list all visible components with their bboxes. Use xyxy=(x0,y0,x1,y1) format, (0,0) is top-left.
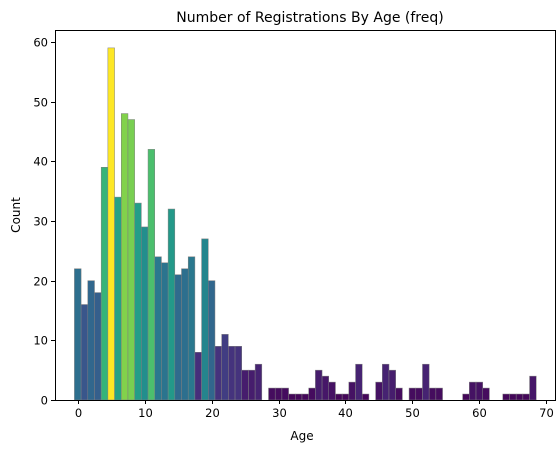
bar-age-26 xyxy=(248,369,256,401)
plot-frame xyxy=(55,30,556,401)
bar-age-61 xyxy=(482,387,490,401)
bar-age-15 xyxy=(174,274,182,401)
bar-age-38 xyxy=(328,381,336,401)
bar-age-53 xyxy=(428,387,437,401)
bar-age-10 xyxy=(141,226,149,401)
bar-age-58 xyxy=(462,393,470,401)
bar-age-21 xyxy=(214,346,222,401)
bar-age-47 xyxy=(388,369,396,401)
bar-age-16 xyxy=(181,268,189,401)
bar-age-60 xyxy=(475,381,483,401)
bar-age-22 xyxy=(221,334,229,401)
x-tick-label: 30 xyxy=(272,406,287,420)
y-tick-label: 60 xyxy=(33,36,48,50)
bar-age-2 xyxy=(87,280,95,401)
bar-age-46 xyxy=(382,363,390,401)
bar-age-31 xyxy=(281,387,289,401)
bar-age-51 xyxy=(415,387,423,401)
bar-age-35 xyxy=(308,387,316,401)
bar-age-68 xyxy=(529,375,537,401)
bar-age-17 xyxy=(187,256,196,401)
bar-age-27 xyxy=(254,363,263,401)
bar-age-52 xyxy=(422,363,430,401)
bar-age-1 xyxy=(80,304,89,401)
y-tick-label: 50 xyxy=(33,96,48,110)
bar-age-30 xyxy=(274,387,283,401)
bar-age-65 xyxy=(509,393,517,401)
bar-age-14 xyxy=(167,208,176,401)
bar-age-66 xyxy=(515,393,524,401)
bar-age-48 xyxy=(395,387,403,401)
bar-age-6 xyxy=(114,196,122,401)
bar-age-33 xyxy=(295,393,303,401)
x-axis: 0 10 20 30 40 50 60 70 xyxy=(75,400,554,420)
bar-age-8 xyxy=(127,119,135,401)
bar-age-32 xyxy=(288,393,296,401)
x-tick-label: 0 xyxy=(75,406,82,420)
bar-age-59 xyxy=(469,381,477,401)
bar-age-39 xyxy=(335,393,343,401)
x-tick-label: 50 xyxy=(405,406,420,420)
x-tick-label: 70 xyxy=(539,406,554,420)
bar-age-37 xyxy=(321,375,330,401)
bar-age-67 xyxy=(522,393,530,401)
bar-age-41 xyxy=(348,381,356,401)
plot-area xyxy=(55,30,556,401)
y-tick-label: 10 xyxy=(33,334,48,348)
bar-age-34 xyxy=(301,393,309,401)
y-tick-label: 30 xyxy=(33,215,48,229)
bar-age-40 xyxy=(341,393,350,401)
bar-age-20 xyxy=(208,280,216,401)
bar-age-18 xyxy=(194,352,202,401)
y-axis: 0 10 20 30 40 50 60 xyxy=(33,36,55,408)
y-tick-label: 40 xyxy=(33,155,48,169)
bar-age-50 xyxy=(408,387,417,401)
bars-group xyxy=(74,47,537,401)
bar-age-36 xyxy=(315,369,323,401)
bar-age-29 xyxy=(268,387,276,401)
y-tick-label: 20 xyxy=(33,275,48,289)
x-tick-label: 10 xyxy=(138,406,153,420)
bar-age-7 xyxy=(121,113,129,401)
bar-age-9 xyxy=(134,202,142,401)
bar-age-64 xyxy=(502,393,510,401)
y-tick-label: 0 xyxy=(41,394,48,408)
bar-age-25 xyxy=(241,369,249,401)
bar-age-13 xyxy=(161,262,169,401)
bar-age-42 xyxy=(355,363,363,401)
bar-age-11 xyxy=(147,149,155,401)
bar-age-54 xyxy=(435,387,443,401)
bar-age-0 xyxy=(74,268,82,401)
chart-title: Number of Registrations By Age (freq) xyxy=(176,10,443,26)
y-axis-label: Count xyxy=(9,197,23,233)
x-tick-label: 40 xyxy=(338,406,353,420)
x-tick-label: 60 xyxy=(472,406,487,420)
bar-age-3 xyxy=(94,292,102,401)
bar-age-5 xyxy=(107,47,115,401)
bar-age-12 xyxy=(154,256,162,401)
bar-age-4 xyxy=(100,167,109,401)
bar-age-45 xyxy=(375,381,383,401)
x-tick-label: 20 xyxy=(205,406,220,420)
x-axis-label: Age xyxy=(290,429,313,443)
bar-age-24 xyxy=(234,346,242,401)
bar-age-43 xyxy=(361,393,370,401)
bar-age-19 xyxy=(201,238,209,401)
bar-age-23 xyxy=(228,346,236,401)
